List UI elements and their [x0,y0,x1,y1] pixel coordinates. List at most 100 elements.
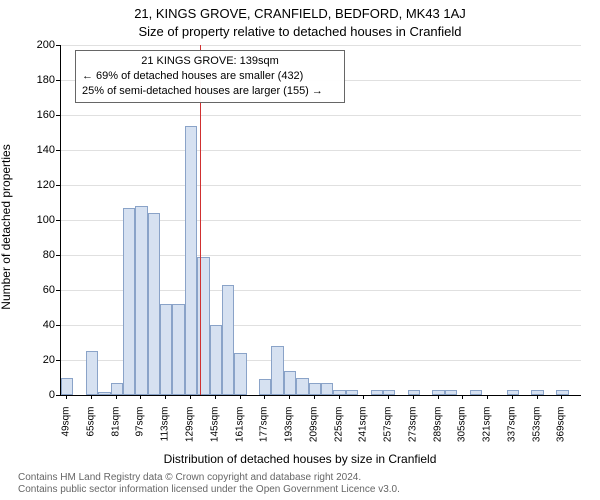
xtick-label: 161sqm [234,407,245,457]
histogram-bar [432,390,444,395]
gridline [61,45,581,46]
callout-line2: ← 69% of detached houses are smaller (43… [82,69,338,84]
xtick-mark [91,395,92,399]
xtick-mark [289,395,290,399]
histogram-bar [470,390,482,395]
ytick-mark [56,325,60,326]
ytick-label: 200 [15,39,55,51]
xtick-label: 305sqm [457,407,468,457]
xtick-mark [388,395,389,399]
xtick-mark [140,395,141,399]
xtick-label: 65sqm [85,407,96,457]
xtick-mark [363,395,364,399]
histogram-bar [160,304,172,395]
histogram-bar [135,206,147,395]
ytick-label: 60 [15,284,55,296]
xtick-mark [66,395,67,399]
title-main: 21, KINGS GROVE, CRANFIELD, BEDFORD, MK4… [0,6,600,21]
histogram-bar [371,390,383,395]
xtick-label: 145sqm [209,407,220,457]
xtick-mark [240,395,241,399]
callout-line1: 21 KINGS GROVE: 139sqm [82,54,338,69]
xtick-mark [339,395,340,399]
histogram-bar [61,378,73,396]
histogram-bar [556,390,568,395]
xtick-mark [512,395,513,399]
ytick-label: 0 [15,389,55,401]
ytick-label: 100 [15,214,55,226]
gridline [61,150,581,151]
histogram-bar [222,285,234,395]
gridline [61,115,581,116]
xtick-label: 257sqm [383,407,394,457]
xtick-label: 289sqm [432,407,443,457]
xtick-label: 273sqm [407,407,418,457]
xtick-mark [116,395,117,399]
xtick-label: 209sqm [308,407,319,457]
histogram-bar [321,383,333,395]
ytick-label: 180 [15,74,55,86]
histogram-bar [445,390,457,395]
xtick-mark [215,395,216,399]
xtick-mark [537,395,538,399]
callout-line3: 25% of semi-detached houses are larger (… [82,84,338,99]
ytick-mark [56,185,60,186]
ytick-label: 120 [15,179,55,191]
histogram-bar [531,390,543,395]
xtick-mark [413,395,414,399]
histogram-bar [346,390,358,395]
xtick-label: 241sqm [358,407,369,457]
histogram-bar [234,353,246,395]
xtick-label: 225sqm [333,407,344,457]
ytick-label: 140 [15,144,55,156]
xtick-mark [438,395,439,399]
xtick-mark [462,395,463,399]
ytick-mark [56,150,60,151]
footer-line-1: Contains HM Land Registry data © Crown c… [18,472,361,483]
xtick-label: 193sqm [284,407,295,457]
ytick-mark [56,255,60,256]
xtick-label: 353sqm [531,407,542,457]
xtick-label: 97sqm [135,407,146,457]
xtick-label: 81sqm [110,407,121,457]
ytick-mark [56,80,60,81]
histogram-bar [123,208,135,395]
ytick-label: 20 [15,354,55,366]
histogram-bar [284,371,296,396]
histogram-bar [333,390,345,395]
xtick-mark [165,395,166,399]
xtick-label: 177sqm [259,407,270,457]
histogram-bar [172,304,184,395]
histogram-bar [296,378,308,396]
histogram-bar [383,390,395,395]
histogram-bar [259,379,271,395]
histogram-bar [210,325,222,395]
ytick-label: 160 [15,109,55,121]
xtick-mark [487,395,488,399]
histogram-bar [185,126,197,396]
xtick-mark [561,395,562,399]
footer-line-3: Contains public sector information licen… [18,484,400,495]
xtick-label: 321sqm [482,407,493,457]
xtick-label: 369sqm [556,407,567,457]
xtick-mark [264,395,265,399]
ytick-mark [56,290,60,291]
ytick-label: 40 [15,319,55,331]
histogram-bar [507,390,519,395]
histogram-bar [86,351,98,395]
callout-box: 21 KINGS GROVE: 139sqm ← 69% of detached… [75,50,345,103]
ytick-mark [56,115,60,116]
histogram-bar [98,392,110,396]
ytick-mark [56,45,60,46]
xtick-label: 337sqm [506,407,517,457]
xtick-label: 49sqm [61,407,72,457]
title-sub: Size of property relative to detached ho… [0,24,600,39]
gridline [61,185,581,186]
histogram-bar [111,383,123,395]
histogram-bar [148,213,160,395]
histogram-bar [309,383,321,395]
ytick-mark [56,360,60,361]
ytick-label: 80 [15,249,55,261]
histogram-bar [271,346,283,395]
xtick-label: 113sqm [160,407,171,457]
